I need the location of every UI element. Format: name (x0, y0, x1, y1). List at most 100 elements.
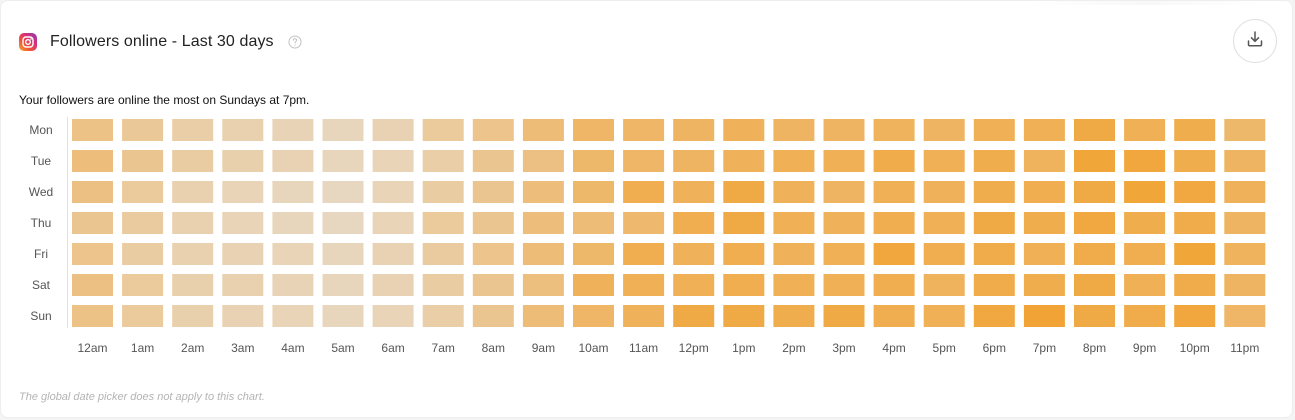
heatmap-cell[interactable]: Sun 11pm (1224, 305, 1266, 327)
heatmap-cell[interactable]: Fri 5pm (923, 243, 965, 265)
heatmap-cell[interactable]: Wed 6am (372, 181, 414, 203)
heatmap-cell[interactable]: Sun 9pm (1124, 305, 1166, 327)
heatmap-cell[interactable]: Tue 1pm (723, 150, 765, 172)
heatmap-cell[interactable]: Wed 6pm (973, 181, 1015, 203)
heatmap-cell[interactable]: Sun 2am (172, 305, 214, 327)
heatmap-cell[interactable]: Thu 5am (322, 212, 364, 234)
heatmap-cell[interactable]: Fri 8am (472, 243, 514, 265)
heatmap-cell[interactable]: Fri 7pm (1023, 243, 1065, 265)
heatmap-cell[interactable]: Sun 7am (422, 305, 464, 327)
heatmap-cell[interactable]: Tue 12am (72, 150, 113, 172)
heatmap-cell[interactable]: Mon 4am (272, 119, 314, 141)
heatmap-cell[interactable]: Mon 3pm (823, 119, 865, 141)
heatmap-cell[interactable]: Fri 12am (72, 243, 113, 265)
heatmap-cell[interactable]: Tue 10pm (1174, 150, 1216, 172)
heatmap-cell[interactable]: Tue 7am (422, 150, 464, 172)
heatmap-cell[interactable]: Fri 10pm (1174, 243, 1216, 265)
heatmap-cell[interactable]: Thu 1pm (723, 212, 765, 234)
heatmap-cell[interactable]: Mon 4pm (873, 119, 915, 141)
heatmap-cell[interactable]: Wed 1pm (723, 181, 765, 203)
heatmap-cell[interactable]: Sun 8am (472, 305, 514, 327)
heatmap-cell[interactable]: Sun 2pm (773, 305, 815, 327)
heatmap-cell[interactable]: Sat 8pm (1074, 274, 1115, 296)
heatmap-cell[interactable]: Sat 3am (222, 274, 264, 296)
heatmap-cell[interactable]: Fri 1am (122, 243, 164, 265)
heatmap-cell[interactable]: Tue 3am (222, 150, 264, 172)
heatmap-cell[interactable]: Mon 9am (522, 119, 564, 141)
heatmap-cell[interactable]: Thu 4pm (873, 212, 915, 234)
heatmap-cell[interactable]: Thu 9am (522, 212, 564, 234)
heatmap-cell[interactable]: Tue 8am (472, 150, 514, 172)
heatmap-cell[interactable]: Thu 1am (122, 212, 164, 234)
heatmap-cell[interactable]: Wed 5am (322, 181, 364, 203)
heatmap-cell[interactable]: Wed 4pm (873, 181, 915, 203)
heatmap-cell[interactable]: Wed 3am (222, 181, 264, 203)
heatmap-cell[interactable]: Mon 8pm (1074, 119, 1115, 141)
heatmap-cell[interactable]: Mon 12pm (673, 119, 715, 141)
heatmap-cell[interactable]: Mon 1pm (723, 119, 765, 141)
heatmap-cell[interactable]: Mon 6am (372, 119, 414, 141)
heatmap-cell[interactable]: Tue 1am (122, 150, 164, 172)
heatmap-cell[interactable]: Sat 12am (72, 274, 113, 296)
heatmap-cell[interactable]: Wed 12am (72, 181, 113, 203)
heatmap-cell[interactable]: Sun 3pm (823, 305, 865, 327)
heatmap-cell[interactable]: Sat 4pm (873, 274, 915, 296)
heatmap-cell[interactable]: Tue 10am (573, 150, 614, 172)
heatmap-cell[interactable]: Tue 7pm (1023, 150, 1065, 172)
heatmap-cell[interactable]: Tue 6pm (973, 150, 1015, 172)
heatmap-cell[interactable]: Sat 1pm (723, 274, 765, 296)
heatmap-cell[interactable]: Sat 9pm (1124, 274, 1166, 296)
heatmap-cell[interactable]: Tue 12pm (673, 150, 715, 172)
heatmap-cell[interactable]: Sat 3pm (823, 274, 865, 296)
heatmap-cell[interactable]: Sat 6pm (973, 274, 1015, 296)
heatmap-cell[interactable]: Tue 11am (623, 150, 665, 172)
heatmap-cell[interactable]: Mon 1am (122, 119, 164, 141)
heatmap-cell[interactable]: Thu 3pm (823, 212, 865, 234)
heatmap-cell[interactable]: Thu 7pm (1023, 212, 1065, 234)
heatmap-cell[interactable]: Sun 5am (322, 305, 364, 327)
heatmap-cell[interactable]: Fri 9am (522, 243, 564, 265)
heatmap-cell[interactable]: Wed 2pm (773, 181, 815, 203)
heatmap-cell[interactable]: Sat 11am (623, 274, 665, 296)
heatmap-cell[interactable]: Sun 6am (372, 305, 414, 327)
heatmap-cell[interactable]: Fri 1pm (723, 243, 765, 265)
heatmap-cell[interactable]: Sun 6pm (973, 305, 1015, 327)
heatmap-cell[interactable]: Tue 11pm (1224, 150, 1266, 172)
heatmap-cell[interactable]: Sat 12pm (673, 274, 715, 296)
heatmap-cell[interactable]: Tue 5am (322, 150, 364, 172)
heatmap-cell[interactable]: Tue 6am (372, 150, 414, 172)
heatmap-cell[interactable]: Fri 4pm (873, 243, 915, 265)
heatmap-cell[interactable]: Sun 1am (122, 305, 164, 327)
heatmap-cell[interactable]: Mon 9pm (1124, 119, 1166, 141)
heatmap-cell[interactable]: Sat 5pm (923, 274, 965, 296)
heatmap-cell[interactable]: Sun 8pm (1074, 305, 1115, 327)
heatmap-cell[interactable]: Sat 9am (522, 274, 564, 296)
heatmap-cell[interactable]: Sat 4am (272, 274, 314, 296)
heatmap-cell[interactable]: Sat 1am (122, 274, 164, 296)
heatmap-cell[interactable]: Wed 1am (122, 181, 164, 203)
heatmap-cell[interactable]: Fri 10am (573, 243, 614, 265)
heatmap-cell[interactable]: Sat 7am (422, 274, 464, 296)
heatmap-cell[interactable]: Thu 9pm (1124, 212, 1166, 234)
heatmap-cell[interactable]: Wed 10am (573, 181, 614, 203)
heatmap-cell[interactable]: Wed 10pm (1174, 181, 1216, 203)
heatmap-cell[interactable]: Tue 4pm (873, 150, 915, 172)
heatmap-cell[interactable]: Fri 7am (422, 243, 464, 265)
heatmap-cell[interactable]: Sun 1pm (723, 305, 765, 327)
heatmap-cell[interactable]: Thu 8am (472, 212, 514, 234)
heatmap-cell[interactable]: Sat 10am (573, 274, 614, 296)
heatmap-cell[interactable]: Sun 4pm (873, 305, 915, 327)
heatmap-cell[interactable]: Sat 11pm (1224, 274, 1266, 296)
heatmap-cell[interactable]: Wed 12pm (673, 181, 715, 203)
heatmap-cell[interactable]: Sat 8am (472, 274, 514, 296)
heatmap-cell[interactable]: Wed 2am (172, 181, 214, 203)
heatmap-cell[interactable]: Thu 12pm (673, 212, 715, 234)
heatmap-cell[interactable]: Thu 3am (222, 212, 264, 234)
heatmap-cell[interactable]: Sun 3am (222, 305, 264, 327)
heatmap-cell[interactable]: Mon 8am (472, 119, 514, 141)
heatmap-cell[interactable]: Sat 7pm (1023, 274, 1065, 296)
heatmap-cell[interactable]: Sat 2am (172, 274, 214, 296)
heatmap-cell[interactable]: Tue 8pm (1074, 150, 1115, 172)
heatmap-cell[interactable]: Thu 6pm (973, 212, 1015, 234)
heatmap-cell[interactable]: Wed 4am (272, 181, 314, 203)
